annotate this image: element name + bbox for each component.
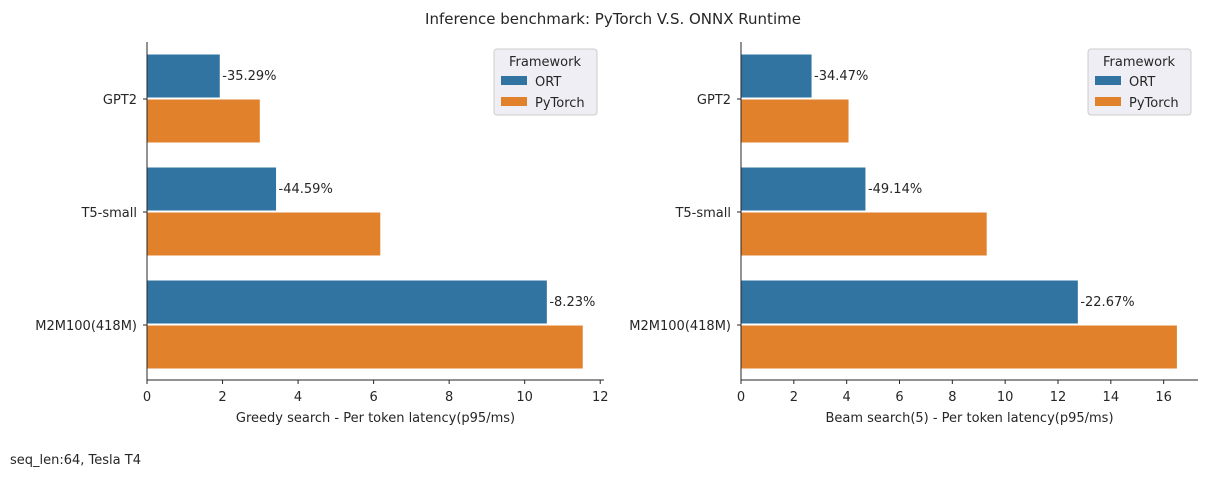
data-label: -22.67% xyxy=(1080,295,1134,310)
x-tick-label: 6 xyxy=(895,390,903,405)
legend-swatch-pytorch xyxy=(501,97,527,106)
data-label: -34.47% xyxy=(814,69,868,84)
data-label: -35.29% xyxy=(222,69,276,84)
bar-pytorch-1 xyxy=(740,211,988,257)
y-tick-label: M2M100(418M) xyxy=(35,319,137,334)
bar-ort-1 xyxy=(740,166,867,212)
legend-label-pytorch: PyTorch xyxy=(1129,96,1179,111)
legend: Framework ORT PyTorch xyxy=(493,48,598,116)
x-tick-label: 0 xyxy=(737,390,745,405)
x-axis-label: Greedy search - Per token latency(p95/ms… xyxy=(236,411,515,426)
legend-swatch-ort xyxy=(501,76,527,85)
data-label: -49.14% xyxy=(868,182,922,197)
bar-ort-0 xyxy=(146,53,221,99)
bar-pytorch-0 xyxy=(740,98,850,144)
footnote: seq_len:64, Tesla T4 xyxy=(10,453,141,468)
legend-label-ort: ORT xyxy=(535,75,561,90)
legend-label-pytorch: PyTorch xyxy=(535,96,585,111)
chart-beam-search: -34.47% GPT2 -49.14% T5-small -22.67% M2M100(… xyxy=(629,42,1198,426)
x-tick-label: 10 xyxy=(997,390,1014,405)
legend-swatch-ort xyxy=(1095,76,1121,85)
bar-ort-2 xyxy=(740,279,1079,325)
bar-pytorch-2 xyxy=(146,324,584,370)
x-tick-label: 6 xyxy=(369,390,377,405)
x-tick-label: 4 xyxy=(843,390,851,405)
x-tick-label: 12 xyxy=(1050,390,1067,405)
bar-pytorch-1 xyxy=(146,211,382,257)
bar-pytorch-0 xyxy=(146,98,261,144)
data-label: -8.23% xyxy=(549,295,595,310)
chart-greedy-search: -35.29% GPT2 -44.59% T5-small -8.23% M2M100(4… xyxy=(35,42,608,426)
x-tick-label: 2 xyxy=(790,390,798,405)
figure-title: Inference benchmark: PyTorch V.S. ONNX R… xyxy=(425,10,801,28)
bar-pytorch-2 xyxy=(740,324,1178,370)
legend-title: Framework xyxy=(509,55,581,70)
legend-swatch-pytorch xyxy=(1095,97,1121,106)
y-tick-label: GPT2 xyxy=(103,93,137,108)
x-tick-label: 14 xyxy=(1103,390,1120,405)
legend: Framework ORT PyTorch xyxy=(1087,48,1192,116)
x-tick-label: 16 xyxy=(1155,390,1172,405)
bar-ort-1 xyxy=(146,166,278,212)
x-tick-label: 8 xyxy=(948,390,956,405)
y-tick-label: T5-small xyxy=(80,206,137,221)
y-tick-label: GPT2 xyxy=(697,93,731,108)
x-tick-label: 10 xyxy=(516,390,533,405)
y-tick-label: M2M100(418M) xyxy=(629,319,731,334)
x-axis-label: Beam search(5) - Per token latency(p95/m… xyxy=(825,411,1113,426)
bar-ort-0 xyxy=(740,53,813,99)
legend-title: Framework xyxy=(1103,55,1175,70)
x-tick-label: 0 xyxy=(143,390,151,405)
x-tick-label: 12 xyxy=(592,390,609,405)
bar-ort-2 xyxy=(146,279,548,325)
x-tick-label: 8 xyxy=(445,390,453,405)
data-label: -44.59% xyxy=(279,182,333,197)
x-tick-label: 4 xyxy=(294,390,302,405)
x-tick-label: 2 xyxy=(218,390,226,405)
y-tick-label: T5-small xyxy=(674,206,731,221)
legend-label-ort: ORT xyxy=(1129,75,1155,90)
